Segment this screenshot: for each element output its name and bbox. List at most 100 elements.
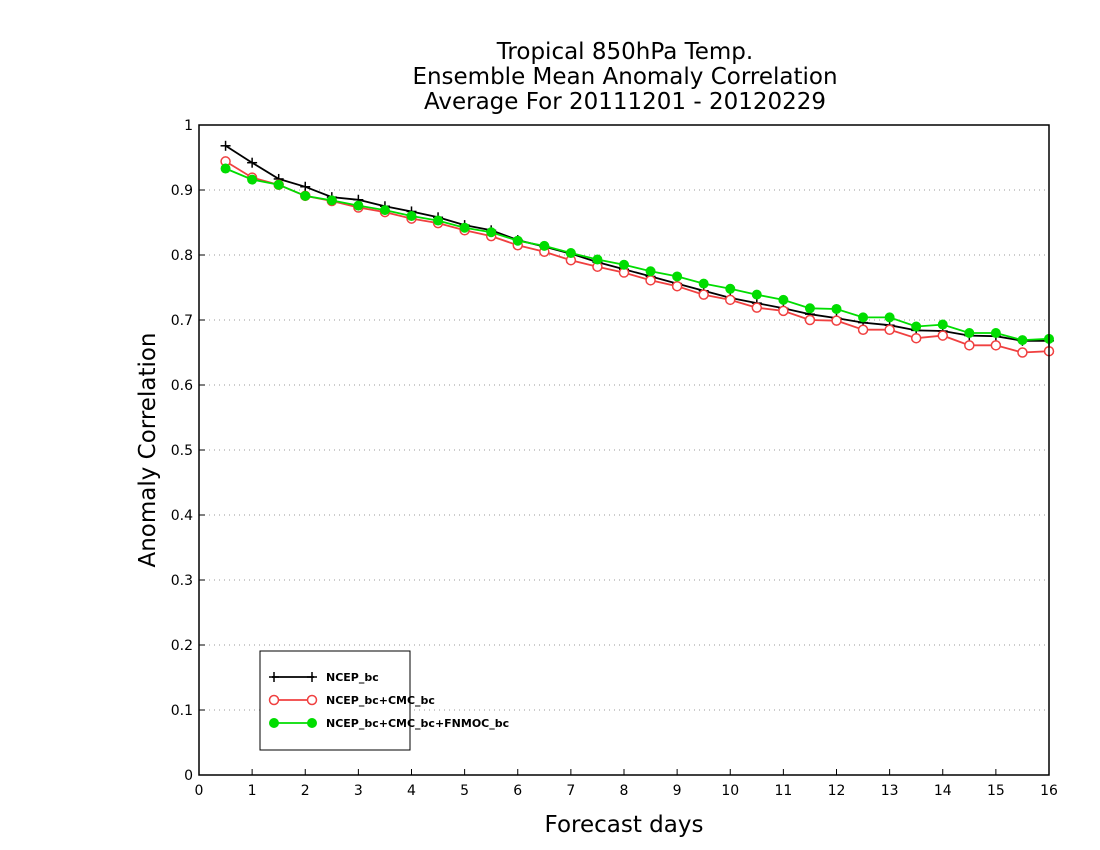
data-point xyxy=(326,195,337,206)
data-point xyxy=(459,222,470,233)
legend-swatch-marker xyxy=(268,694,280,706)
legend-swatch-marker xyxy=(307,718,317,728)
data-point xyxy=(645,275,656,286)
data-point xyxy=(857,324,869,335)
data-point xyxy=(220,140,231,151)
data-point xyxy=(831,303,842,314)
x-tick-label: 1 xyxy=(248,783,257,799)
legend-label: NCEP_bc+CMC_bc+FNMOC_bc xyxy=(326,717,509,730)
data-point xyxy=(990,328,1001,338)
y-axis-label: Anomaly Correlation xyxy=(135,332,161,567)
data-point xyxy=(645,266,656,277)
x-tick-label: 14 xyxy=(934,783,952,799)
x-tick-label: 13 xyxy=(881,783,899,799)
data-point xyxy=(725,283,736,294)
data-point xyxy=(300,181,311,192)
y-tick-label: 0.7 xyxy=(171,313,193,329)
data-point xyxy=(778,294,789,305)
data-point xyxy=(220,163,231,174)
data-point xyxy=(858,312,869,323)
legend-swatch-marker xyxy=(269,718,279,728)
chart-title-line-2: Ensemble Mean Anomaly Correlation xyxy=(412,64,837,90)
series-3 xyxy=(220,163,1054,346)
data-point xyxy=(911,321,922,332)
y-tick-label: 0 xyxy=(184,768,193,784)
x-tick-label: 10 xyxy=(721,783,739,799)
y-tick-label: 0.1 xyxy=(171,703,193,719)
data-point xyxy=(964,328,975,338)
x-tick-label: 12 xyxy=(828,783,846,799)
series-line xyxy=(225,167,1050,342)
data-point xyxy=(512,235,523,246)
x-tick-label: 16 xyxy=(1040,783,1058,799)
x-tick-label: 7 xyxy=(566,783,575,799)
data-point xyxy=(1017,347,1028,358)
legend-label: NCEP_bc+CMC_bc xyxy=(326,694,435,707)
series-line xyxy=(225,145,1049,342)
x-tick-label: 8 xyxy=(620,783,629,799)
x-tick-label: 3 xyxy=(354,783,363,799)
data-point xyxy=(990,340,1002,351)
y-tick-label: 0.4 xyxy=(171,508,193,524)
x-tick-label: 6 xyxy=(513,783,522,799)
series-1 xyxy=(220,140,1054,346)
y-tick-label: 0.6 xyxy=(171,378,193,394)
legend-swatch-marker xyxy=(306,694,318,706)
data-point xyxy=(698,289,709,300)
data-point xyxy=(884,324,895,335)
data-point xyxy=(247,157,258,168)
data-point xyxy=(671,280,683,292)
x-tick-label: 5 xyxy=(460,783,469,799)
data-point xyxy=(300,190,311,201)
data-point xyxy=(725,294,736,306)
data-point xyxy=(1017,335,1028,346)
data-point xyxy=(831,315,842,326)
grid-lines xyxy=(199,189,1049,711)
data-point xyxy=(672,271,683,282)
y-tick-label: 0.8 xyxy=(171,248,193,264)
data-point xyxy=(778,305,789,317)
y-tick-label: 0.5 xyxy=(171,443,193,459)
data-point xyxy=(937,319,948,330)
legend-label: NCEP_bc xyxy=(326,671,379,684)
data-point xyxy=(804,303,815,314)
data-point xyxy=(937,330,948,341)
x-axis-label: Forecast days xyxy=(545,812,704,838)
data-point xyxy=(539,240,550,251)
x-tick-label: 11 xyxy=(774,783,792,799)
legend-swatch-marker xyxy=(307,672,317,682)
data-point xyxy=(433,215,444,226)
data-point xyxy=(379,205,390,216)
data-point xyxy=(273,179,284,190)
x-tick-label: 0 xyxy=(195,783,204,799)
y-tick-label: 1 xyxy=(184,118,193,134)
series-2 xyxy=(220,156,1055,358)
data-point xyxy=(247,174,258,185)
data-point xyxy=(804,314,816,326)
data-point xyxy=(698,278,709,289)
chart-title: Tropical 850hPa Temp. Ensemble Mean Anom… xyxy=(412,39,837,115)
y-tick-label: 0.2 xyxy=(171,638,193,654)
data-point xyxy=(910,332,922,344)
data-point xyxy=(406,211,417,221)
x-tick-label: 4 xyxy=(407,783,416,799)
x-tick-label: 2 xyxy=(301,783,310,799)
data-point xyxy=(486,227,497,238)
data-point xyxy=(592,254,603,265)
chart-title-line-3: Average For 20111201 - 20120229 xyxy=(424,89,826,115)
data-point xyxy=(619,259,629,270)
data-series xyxy=(220,140,1055,358)
y-tick-label: 0.3 xyxy=(171,573,193,589)
data-point xyxy=(751,302,763,313)
x-tick-label: 15 xyxy=(987,783,1005,799)
chart-title-line-1: Tropical 850hPa Temp. xyxy=(496,39,753,65)
x-axis-ticks: 0 1 2 3 4 5 6 7 8 9 10 11 12 13 14 15 16 xyxy=(195,769,1058,799)
legend: NCEP_bc NCEP_bc+CMC_bc NCEP_bc+CMC_bc+FNMO… xyxy=(259,650,509,751)
data-point xyxy=(565,248,576,259)
x-tick-label: 9 xyxy=(673,783,682,799)
data-point xyxy=(751,289,762,300)
legend-swatch-marker xyxy=(269,672,279,682)
data-point xyxy=(964,340,975,351)
data-point xyxy=(884,312,895,323)
